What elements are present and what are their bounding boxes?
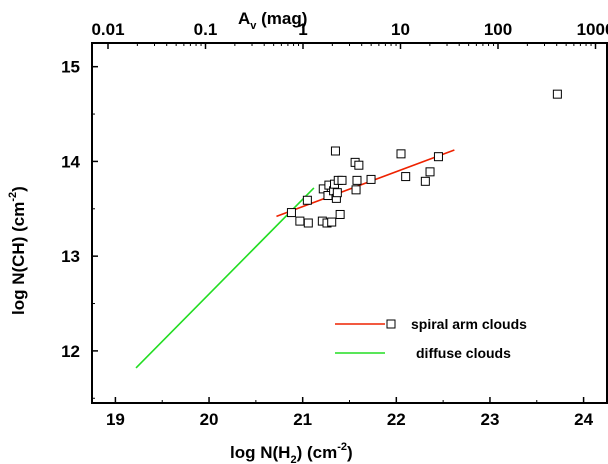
legend: spiral arm clouds diffuse clouds — [335, 316, 527, 361]
x-tick-label: 23 — [480, 410, 499, 429]
y-axis: 12 13 14 15 — [61, 58, 98, 399]
legend-label-diffuse: diffuse clouds — [416, 345, 511, 361]
data-point — [366, 174, 376, 184]
y-tick-label: 13 — [61, 247, 80, 266]
x-tick-label: 20 — [200, 410, 219, 429]
data-point — [332, 188, 342, 198]
y-tick-label: 15 — [61, 58, 80, 77]
top-axis-title: Av (mag) — [238, 9, 307, 32]
x-axis: 19 20 21 22 23 24 — [106, 397, 594, 429]
legend-marker-spiral-arm — [386, 319, 396, 329]
data-point — [401, 172, 411, 182]
x-tick-label: 21 — [293, 410, 312, 429]
fit-line-spiral-arm — [276, 149, 455, 218]
top-axis: 0.01 0.1 1 10 100 1000 — [91, 20, 608, 49]
top-tick-label: 100 — [484, 20, 512, 39]
data-point — [396, 149, 406, 159]
data-point — [552, 89, 562, 99]
y-axis-title: log N(CH) (cm-2) — [7, 186, 28, 315]
x-tick-label: 22 — [387, 410, 406, 429]
data-point — [335, 209, 345, 219]
data-point — [303, 218, 313, 228]
y-tick-label: 12 — [61, 342, 80, 361]
x-tick-label: 24 — [574, 410, 593, 429]
data-point — [420, 176, 430, 186]
data-point — [337, 175, 347, 185]
data-point — [354, 160, 364, 170]
data-point — [352, 175, 362, 185]
top-tick-label: 1 — [298, 20, 307, 39]
top-tick-label: 1000 — [577, 20, 608, 39]
top-tick-label: 0.01 — [91, 20, 124, 39]
top-tick-label: 0.1 — [194, 20, 218, 39]
x-axis-title: log N(H2) (cm-2) — [230, 441, 353, 464]
data-point — [302, 195, 312, 205]
data-point — [295, 216, 305, 226]
y-tick-label: 14 — [61, 152, 80, 171]
data-point — [433, 152, 443, 162]
chart-marks — [135, 89, 562, 369]
data-point — [351, 185, 361, 195]
data-point — [286, 208, 296, 218]
data-point — [330, 146, 340, 156]
data-point — [327, 217, 337, 227]
plot-frame — [91, 42, 608, 404]
x-tick-label: 19 — [106, 410, 125, 429]
legend-label-spiral-arm: spiral arm clouds — [411, 316, 527, 332]
data-point — [425, 167, 435, 177]
top-tick-label: 10 — [391, 20, 410, 39]
fit-line-diffuse — [135, 187, 315, 369]
